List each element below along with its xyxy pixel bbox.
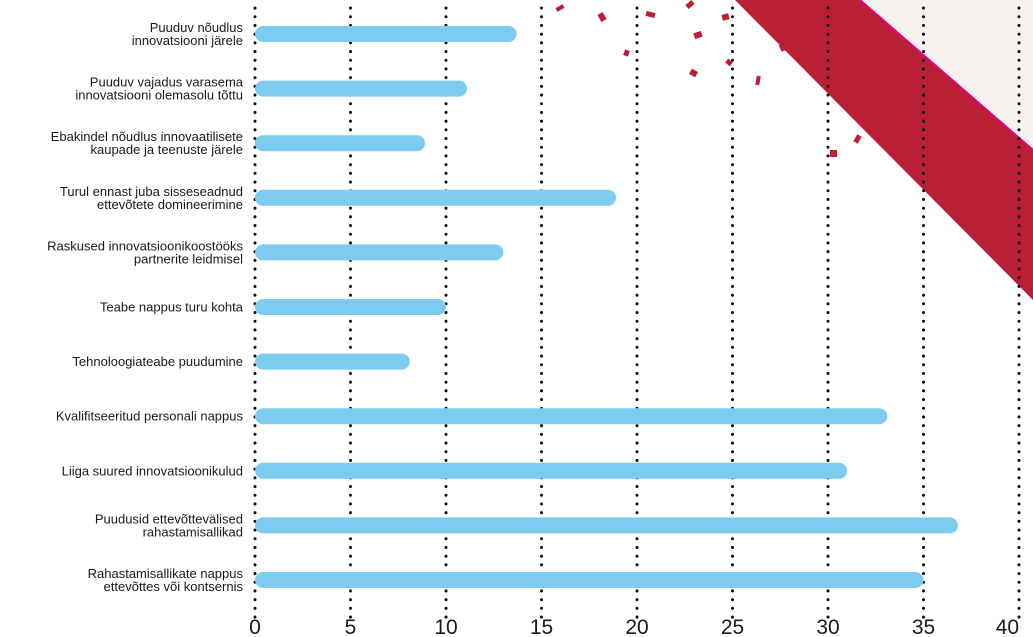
x-tick-label: 5: [345, 616, 357, 637]
x-tick-label: 40: [996, 616, 1019, 637]
category-label: Teabe nappus turu kohta: [100, 300, 244, 315]
bar: [255, 299, 446, 315]
bar: [255, 189, 616, 206]
category-label: partnerite leidmisel: [134, 251, 243, 266]
bar: [255, 80, 468, 97]
confetti-piece: [725, 58, 733, 67]
bar: [255, 135, 425, 152]
bar: [255, 353, 410, 370]
confetti-piece: [693, 30, 703, 40]
confetti-piece: [755, 75, 761, 86]
category-label: Puuduv nõudlus: [150, 20, 244, 35]
x-tick-label: 20: [625, 616, 648, 637]
confetti-piece: [778, 43, 787, 52]
category-label: Turul ennast juba sisseseadnud: [60, 184, 243, 199]
ribbon-band: [735, 0, 1033, 300]
category-label: Kvalifitseeritud personali nappus: [56, 409, 244, 424]
category-label: ettevõttes või kontsernis: [104, 579, 244, 594]
category-label: Rahastamisallikate nappus: [88, 566, 244, 581]
bar: [255, 26, 517, 42]
x-tick-label: 0: [249, 616, 261, 637]
ribbon-edge: [859, 0, 1033, 151]
confetti-piece: [685, 0, 695, 9]
confetti-piece: [645, 10, 656, 19]
category-label: rahastamisallikad: [143, 524, 243, 539]
x-tick-label: 15: [530, 616, 553, 637]
x-tick-label: 30: [816, 616, 839, 637]
x-tick-labels: 0 5 10 15 20 25 30 35 40: [249, 616, 1019, 637]
decorative-ribbon: [555, 0, 1033, 300]
x-tick-label: 35: [912, 616, 935, 637]
confetti-piece: [721, 13, 730, 21]
bar: [255, 572, 924, 588]
category-label: Liiga suured innovatsioonikulud: [62, 463, 243, 478]
bar: [255, 462, 848, 479]
x-tick-label: 10: [434, 616, 457, 637]
category-label: Puuduv vajadus varasema: [90, 75, 244, 90]
category-label: Ebakindel nõudlus innovaatilisete: [51, 129, 243, 144]
bar: [255, 244, 504, 261]
category-label: Puudusid ettevõttevälised: [95, 511, 243, 526]
category-label: ettevõtete domineerimine: [97, 197, 243, 212]
confetti-piece: [623, 49, 630, 57]
confetti-piece: [688, 68, 699, 78]
confetti-piece: [597, 12, 607, 22]
category-label: innovatsiooni olemasolu tõttu: [75, 88, 243, 103]
bars: [255, 26, 958, 588]
category-label: kaupade ja teenuste järele: [90, 142, 243, 157]
category-label: innovatsiooni järele: [132, 33, 243, 48]
confetti-piece: [555, 4, 565, 12]
bar: [255, 408, 888, 425]
bar: [255, 517, 958, 534]
confetti-piece: [830, 150, 837, 157]
category-label: Tehnoloogiateabe puudumine: [72, 354, 243, 369]
category-label: Raskused innovatsioonikoostööks: [47, 238, 243, 253]
x-tick-label: 25: [721, 616, 744, 637]
confetti-piece: [853, 134, 862, 144]
